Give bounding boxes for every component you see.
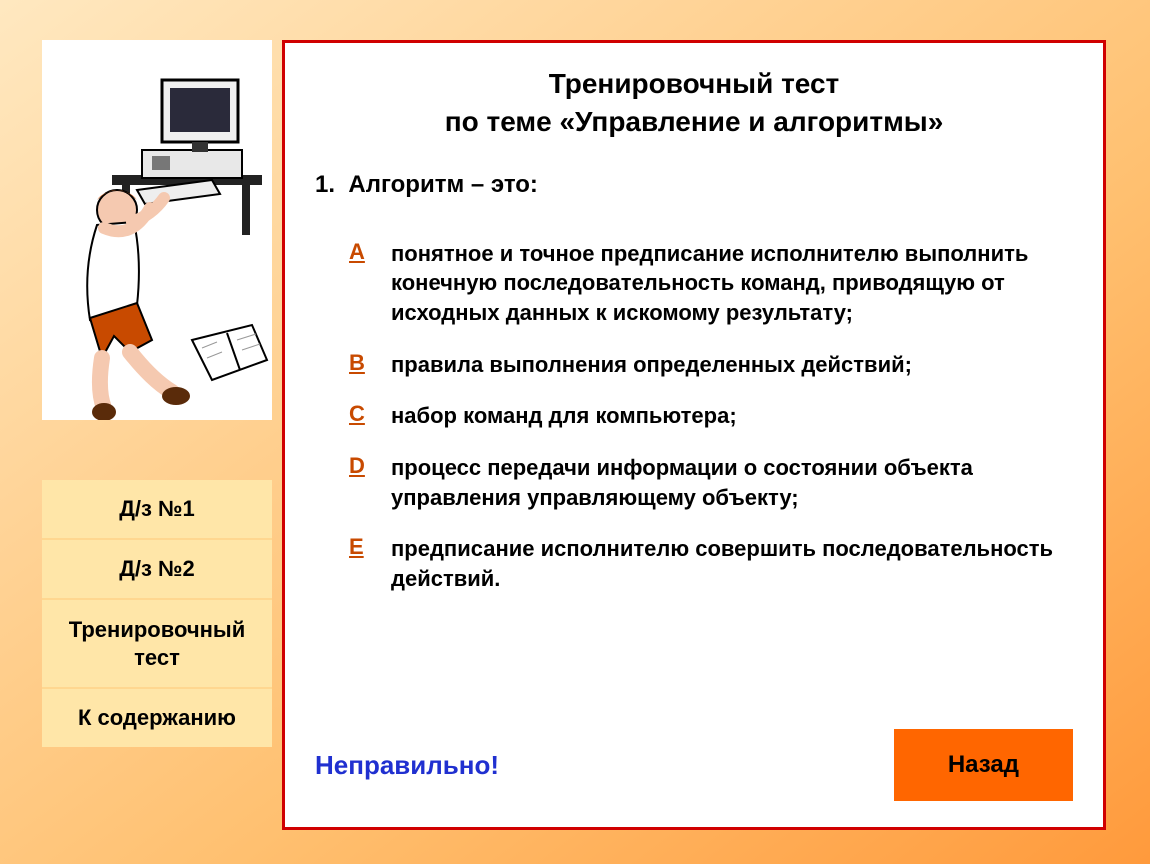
answer-text: правила выполнения определенных действий…	[391, 350, 1063, 380]
answer-letter-a[interactable]: A	[349, 239, 391, 265]
question-number: 1.	[315, 171, 335, 198]
quiz-title: Тренировочный тест по теме «Управление и…	[315, 65, 1073, 141]
title-line-2: по теме «Управление и алгоритмы»	[315, 103, 1073, 141]
answer-row: A понятное и точное предписание исполнит…	[349, 239, 1063, 328]
feedback-text: Неправильно!	[315, 750, 499, 781]
nav-item-contents[interactable]: К содержанию	[42, 689, 272, 747]
answer-letter-e[interactable]: E	[349, 534, 391, 560]
answers-list: A понятное и точное предписание исполнит…	[315, 239, 1073, 594]
answer-text: процесс передачи информации о состоянии …	[391, 453, 1063, 512]
answer-letter-c[interactable]: C	[349, 401, 391, 427]
answer-row: D процесс передачи информации о состояни…	[349, 453, 1063, 512]
answer-text: понятное и точное предписание исполнител…	[391, 239, 1063, 328]
answer-row: C набор команд для компьютера;	[349, 401, 1063, 431]
answer-text: набор команд для компьютера;	[391, 401, 1063, 431]
left-column: Д/з №1 Д/з №2 Тренировочный тест К содер…	[42, 40, 272, 747]
title-line-1: Тренировочный тест	[315, 65, 1073, 103]
question-text: Алгоритм – это:	[348, 171, 538, 198]
back-button[interactable]: Назад	[894, 729, 1073, 801]
student-at-computer-illustration	[42, 40, 272, 420]
answer-row: B правила выполнения определенных действ…	[349, 350, 1063, 380]
answer-letter-b[interactable]: B	[349, 350, 391, 376]
feedback-row: Неправильно! Назад	[315, 729, 1073, 801]
answer-row: E предписание исполнителю совершить посл…	[349, 534, 1063, 593]
answer-letter-d[interactable]: D	[349, 453, 391, 479]
nav-item-training-test[interactable]: Тренировочный тест	[42, 600, 272, 689]
nav-item-hw2[interactable]: Д/з №2	[42, 540, 272, 600]
answer-text: предписание исполнителю совершить послед…	[391, 534, 1063, 593]
question: 1. Алгоритм – это:	[315, 171, 1073, 199]
nav-item-hw1[interactable]: Д/з №1	[42, 480, 272, 540]
quiz-panel: Тренировочный тест по теме «Управление и…	[282, 40, 1106, 830]
sidebar-nav: Д/з №1 Д/з №2 Тренировочный тест К содер…	[42, 480, 272, 747]
